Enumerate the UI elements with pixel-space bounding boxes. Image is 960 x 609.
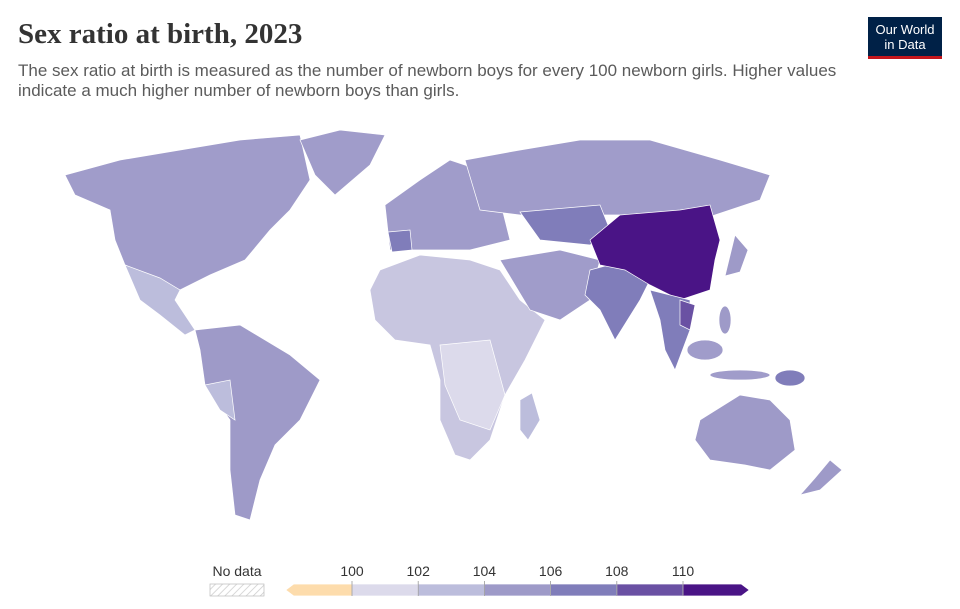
country[interactable] [464, 139, 771, 221]
country[interactable] [679, 299, 696, 331]
country[interactable] [299, 129, 386, 196]
legend-no-data-swatch[interactable] [209, 583, 265, 597]
legend-tick-label: 106 [539, 563, 563, 579]
country[interactable] [64, 134, 311, 291]
logo[interactable]: Our World in Data [868, 17, 942, 59]
legend-tick-label: 110 [672, 563, 695, 579]
country[interactable] [387, 229, 413, 253]
country[interactable] [694, 394, 796, 471]
country[interactable] [724, 234, 749, 277]
country[interactable] [709, 369, 771, 381]
country[interactable] [439, 339, 506, 431]
country[interactable] [589, 204, 721, 301]
logo-line: in Data [884, 37, 926, 52]
country[interactable] [204, 379, 236, 421]
legend-bin [682, 583, 750, 597]
legend-bin [550, 583, 618, 597]
subtitle: The sex ratio at birth is measured as th… [18, 61, 837, 100]
countries [64, 129, 843, 521]
legend-tick-label: 104 [473, 563, 497, 579]
country[interactable] [774, 369, 806, 387]
country[interactable] [519, 392, 541, 441]
legend-tick-label: 100 [340, 563, 364, 579]
title: Sex ratio at birth, 2023 [18, 18, 303, 50]
legend-no-data-label: No data [212, 563, 261, 579]
legend-tick-label: 108 [605, 563, 629, 579]
legend-bin [484, 583, 551, 597]
legend: No data 100 102 104 106 108 110 [209, 563, 750, 597]
legend-bin [616, 583, 684, 597]
legend-bin [417, 583, 485, 597]
country[interactable] [798, 459, 843, 496]
country[interactable] [499, 249, 601, 321]
logo-line: Our World [875, 22, 935, 37]
country[interactable] [718, 305, 732, 335]
country[interactable] [686, 339, 724, 361]
legend-tick-label: 102 [407, 563, 431, 579]
legend-bin [351, 583, 419, 597]
country[interactable] [194, 324, 321, 521]
legend-bin [285, 583, 353, 597]
